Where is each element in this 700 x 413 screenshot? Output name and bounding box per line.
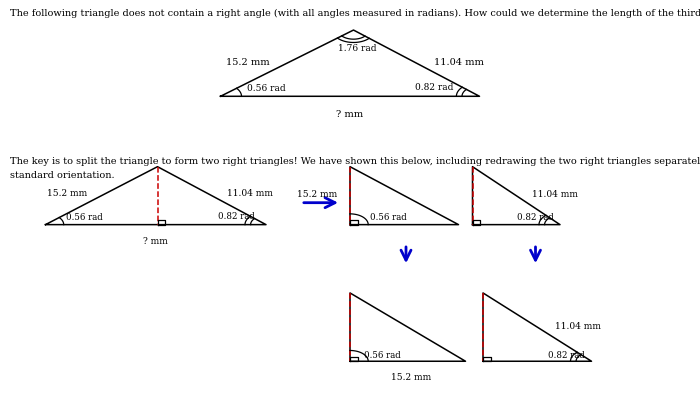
Text: 11.04 mm: 11.04 mm [554, 321, 601, 330]
Text: 0.82 rad: 0.82 rad [548, 350, 585, 359]
Text: 0.56 rad: 0.56 rad [370, 213, 406, 222]
Text: ? mm: ? mm [144, 237, 168, 246]
Text: 1.76 rad: 1.76 rad [337, 44, 377, 53]
Text: 0.56 rad: 0.56 rad [364, 350, 400, 359]
Text: 15.2 mm: 15.2 mm [297, 190, 337, 199]
Text: 0.82 rad: 0.82 rad [415, 83, 454, 92]
Text: 15.2 mm: 15.2 mm [391, 372, 431, 381]
Text: 0.56 rad: 0.56 rad [247, 84, 286, 93]
Text: 0.82 rad: 0.82 rad [218, 212, 256, 221]
Text: 0.56 rad: 0.56 rad [66, 213, 104, 222]
Text: 11.04 mm: 11.04 mm [532, 190, 578, 199]
Text: 15.2 mm: 15.2 mm [48, 188, 88, 197]
Text: 11.04 mm: 11.04 mm [434, 57, 484, 66]
Text: The following triangle does not contain a right angle (with all angles measured : The following triangle does not contain … [10, 9, 700, 18]
Text: 15.2 mm: 15.2 mm [226, 57, 270, 66]
Text: 0.82 rad: 0.82 rad [517, 213, 554, 222]
Text: 11.04 mm: 11.04 mm [227, 188, 273, 197]
Text: ? mm: ? mm [337, 109, 363, 119]
Text: The key is to split the triangle to form two right triangles! We have shown this: The key is to split the triangle to form… [10, 157, 700, 179]
